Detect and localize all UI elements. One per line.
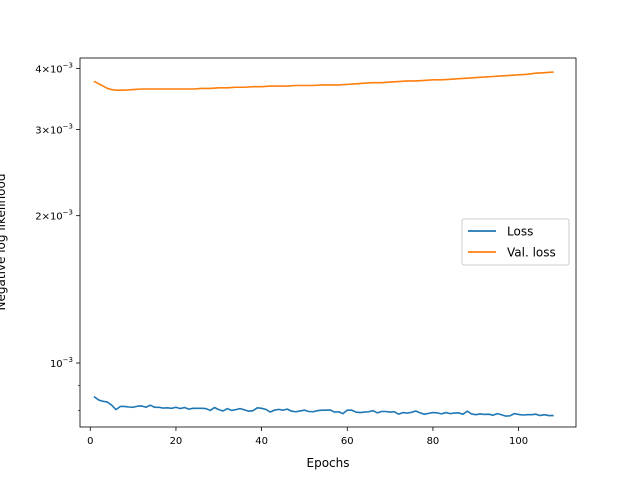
x-tick-label: 40 [255,436,268,447]
x-tick-label: 0 [87,436,93,447]
y-tick-label: 10−3 [50,356,73,370]
y-tick-label-base: 2×10 [35,212,62,223]
series-line-val-loss [93,71,554,91]
y-tick-label-exponent: −3 [63,209,73,217]
y-tick-label-base: 3×10 [35,126,62,137]
y-tick-label-exponent: −3 [63,61,73,69]
y-tick-label: 3×10−3 [35,123,73,137]
x-tick-label: 100 [509,436,528,447]
y-tick-label-exponent: −3 [63,123,73,131]
legend-label-val-loss: Val. loss [507,246,556,260]
y-tick-label-base: 10 [50,359,63,370]
y-tick-label: 4×10−3 [35,61,73,75]
y-axis-title: Negative log likelihood [0,174,8,311]
legend: Loss Val. loss [461,218,570,266]
legend-label-loss: Loss [507,225,533,239]
y-tick-label-exponent: −3 [63,356,73,364]
plot-lines [93,71,554,417]
y-axis: 10−32×10−33×10−34×10−3 [35,61,80,411]
series-line-loss [93,395,554,417]
x-axis: 0 20 40 60 80 100 [87,427,528,447]
axes-frame [79,57,577,428]
x-tick-label: 80 [427,436,440,447]
y-tick-label: 2×10−3 [35,209,73,223]
x-tick-label: 20 [170,436,183,447]
x-tick-label: 60 [341,436,354,447]
x-axis-title: Epochs [307,456,350,470]
y-tick-label-base: 4×10 [35,64,62,75]
